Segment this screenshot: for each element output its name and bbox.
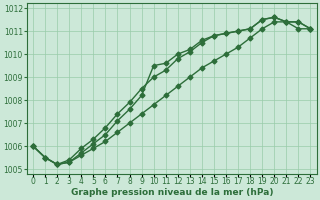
X-axis label: Graphe pression niveau de la mer (hPa): Graphe pression niveau de la mer (hPa)	[70, 188, 273, 197]
